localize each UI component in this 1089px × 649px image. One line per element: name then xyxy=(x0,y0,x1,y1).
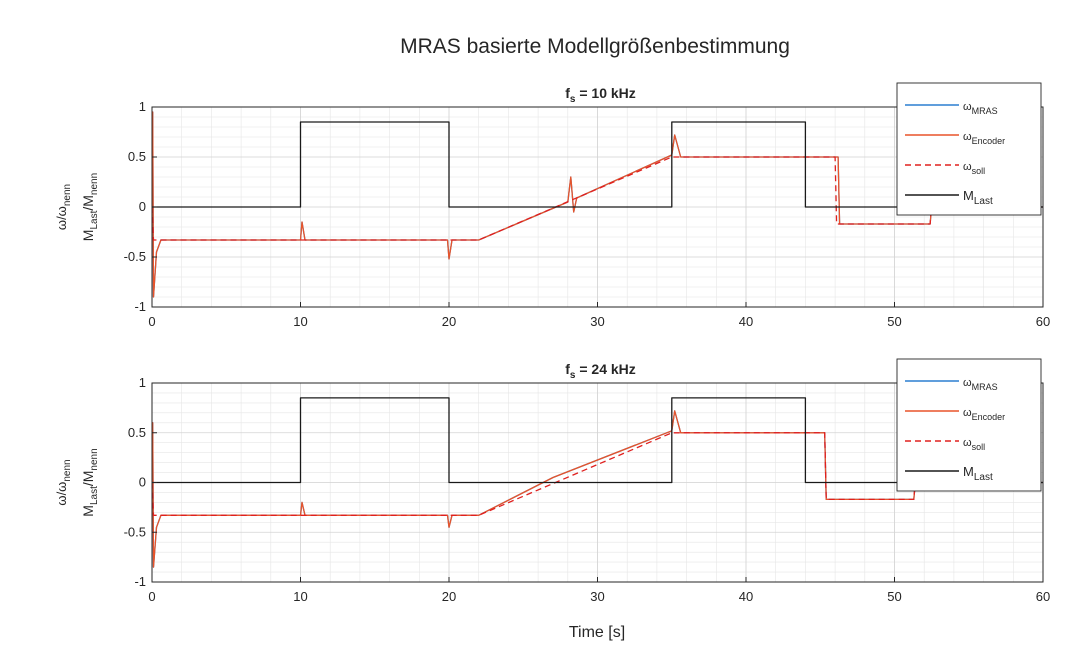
x-tick-label: 10 xyxy=(293,589,307,604)
x-tick-label: 0 xyxy=(148,314,155,329)
legend-label-last: MLast xyxy=(963,464,993,483)
y-axis-label-omega: ω/ωnenn xyxy=(54,459,73,505)
subplot-title: fs = 24 kHz xyxy=(565,361,636,381)
subplot-2: 0 10 20 30 40 50 60 -1 -0.5 0 0.5 1 fs = 24 kHz ω/ωne… xyxy=(54,358,1050,604)
x-axis-label: Time [s] xyxy=(569,624,625,641)
legend: ωMRAS ωEncoder ωsoll MLast xyxy=(896,82,1042,216)
x-tick-label: 10 xyxy=(293,314,307,329)
series-line-last xyxy=(152,121,1043,208)
legend: ωMRAS ωEncoder ωsoll MLast xyxy=(896,358,1042,492)
x-tick-label: 30 xyxy=(590,589,604,604)
x-tick-label: 60 xyxy=(1036,314,1050,329)
series-line-soll xyxy=(152,432,1043,516)
figure-title: MRAS basierte Modellgrößenbestimmung xyxy=(400,35,790,58)
legend-label-mras: ωMRAS xyxy=(963,101,998,116)
legend-label-encoder: ωEncoder xyxy=(963,131,1005,146)
x-tick-label: 50 xyxy=(887,589,901,604)
y-axis-label-mlast: MLast/Mnenn xyxy=(80,448,100,516)
x-tick-label: 30 xyxy=(590,314,604,329)
subplot-1: 0 10 20 30 40 50 60 -1 -0.5 0 0.5 1 fs = 10 kHz ω/ωne… xyxy=(54,82,1050,329)
x-tick-label: 0 xyxy=(148,589,155,604)
x-tick-label: 20 xyxy=(442,589,456,604)
y-tick-label: -1 xyxy=(134,299,146,314)
subplot-title: fs = 10 kHz xyxy=(565,85,636,105)
x-tick-label: 20 xyxy=(442,314,456,329)
x-tick-label: 40 xyxy=(739,314,753,329)
y-tick-label: -0.5 xyxy=(124,524,146,539)
legend-label-encoder: ωEncoder xyxy=(963,407,1005,422)
y-axis-label-omega: ω/ωnenn xyxy=(54,184,73,230)
x-tick-label: 60 xyxy=(1036,589,1050,604)
legend-label-last: MLast xyxy=(963,188,993,207)
y-tick-label: 0 xyxy=(139,475,146,490)
series-group xyxy=(152,397,1043,568)
series-line-last xyxy=(152,397,1043,484)
y-tick-label: 0.5 xyxy=(128,425,146,440)
y-tick-label: 0.5 xyxy=(128,149,146,164)
y-axis-label-mlast: MLast/Mnenn xyxy=(80,173,100,241)
legend-label-mras: ωMRAS xyxy=(963,377,998,392)
y-tick-label: 1 xyxy=(139,375,146,390)
legend-label-soll: ωsoll xyxy=(963,437,985,452)
legend-label-soll: ωsoll xyxy=(963,161,985,176)
y-tick-label: -0.5 xyxy=(124,249,146,264)
y-tick-label: 0 xyxy=(139,199,146,214)
x-tick-label: 40 xyxy=(739,589,753,604)
y-tick-label: -1 xyxy=(134,574,146,589)
x-tick-label: 50 xyxy=(887,314,901,329)
y-tick-label: 1 xyxy=(139,99,146,114)
